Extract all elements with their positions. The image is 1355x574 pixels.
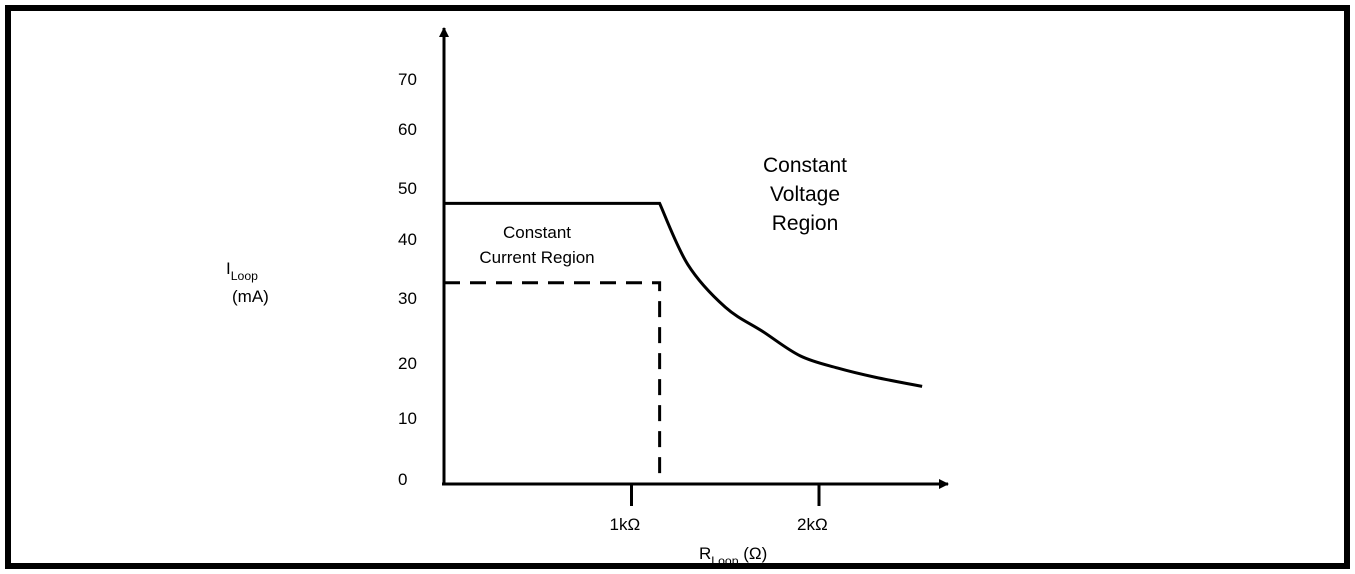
constant-voltage-line-2: Voltage: [740, 180, 870, 209]
y-tick-label: 50: [398, 180, 417, 197]
constant-current-line-2: Current Region: [462, 245, 612, 270]
y-tick-label: 70: [398, 71, 417, 88]
constant-current-boundary: [444, 283, 660, 484]
y-axis-label-sub: Loop: [231, 269, 258, 283]
constant-voltage-line-1: Constant: [740, 151, 870, 180]
x-tick-label: 1kΩ: [610, 516, 641, 533]
constant-voltage-annotation: Constant Voltage Region: [740, 151, 870, 238]
x-tick-label: 2kΩ: [797, 516, 828, 533]
y-tick-label: 30: [398, 290, 417, 307]
y-axis-unit: (mA): [232, 288, 269, 305]
constant-voltage-line-3: Region: [740, 209, 870, 238]
y-tick-label: 20: [398, 355, 417, 372]
x-axis-label-unit: (Ω): [743, 544, 767, 563]
constant-current-annotation: Constant Current Region: [462, 220, 612, 270]
x-axis-label: RLoop (Ω): [699, 545, 767, 562]
y-tick-label: 60: [398, 121, 417, 138]
y-tick-label: 40: [398, 231, 417, 248]
x-axis-label-sub: Loop: [711, 554, 738, 568]
y-tick-label: 10: [398, 410, 417, 427]
constant-current-line-1: Constant: [462, 220, 612, 245]
y-axis-label: ILoop: [226, 260, 258, 277]
y-tick-label: 0: [398, 471, 407, 488]
x-axis-label-main: R: [699, 544, 711, 563]
